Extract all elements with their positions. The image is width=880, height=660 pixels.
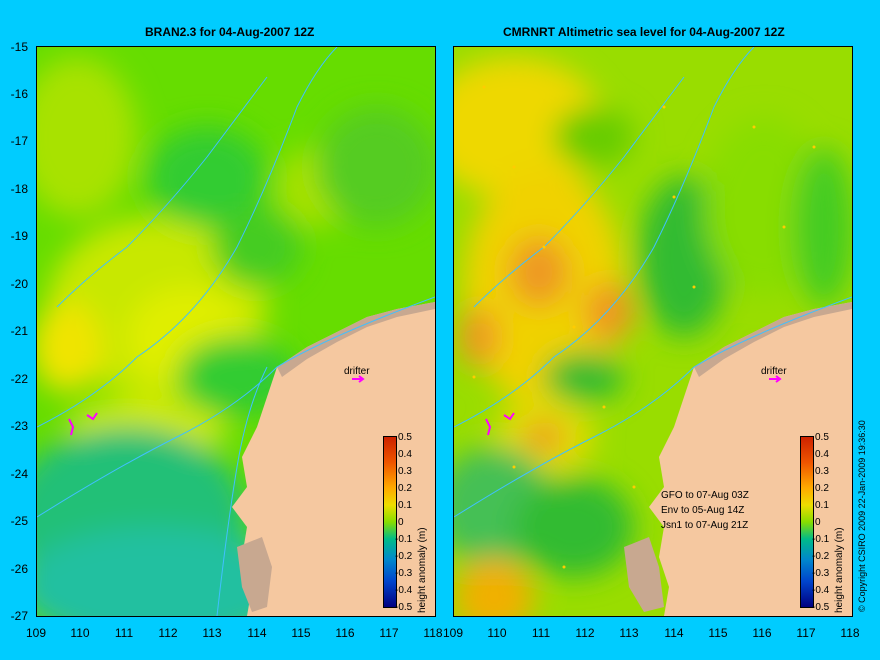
y-tick: -27 (10, 609, 28, 623)
colorbar-tick: -0.3 (812, 568, 830, 579)
colorbar (383, 436, 397, 608)
sea-level-map (37, 47, 435, 616)
x-tick: 116 (335, 626, 355, 640)
x-tick: 115 (291, 626, 311, 640)
y-tick: -22 (10, 372, 28, 386)
colorbar-tick: 0.2 (815, 483, 829, 494)
panel-left-title: BRAN2.3 for 04-Aug-2007 12Z (145, 25, 315, 39)
copyright-text: © Copyright CSIRO 2009 22-Jan-2009 19:36… (857, 420, 867, 612)
y-tick: -17 (10, 134, 28, 148)
x-tick: 117 (379, 626, 399, 640)
y-tick: -20 (10, 277, 28, 291)
map-panel-cmrnrt: drifter GFO to 07-Aug 03Z Env to 05-Aug … (453, 46, 853, 617)
drifter-label: drifter (344, 366, 370, 377)
map-panel-bran: drifter 0.5 0.4 0.3 0.2 0.1 0 -0.1 -0.2 … (36, 46, 436, 617)
y-tick: -18 (10, 182, 28, 196)
y-tick: -16 (10, 87, 28, 101)
x-tick: 112 (158, 626, 178, 640)
colorbar-tick: -0.3 (395, 568, 413, 579)
x-tick: 117 (796, 626, 816, 640)
colorbar (800, 436, 814, 608)
colorbar-tick: 0.5 (398, 432, 412, 443)
colorbar-tick: 0 (398, 517, 404, 528)
y-tick: -26 (10, 562, 28, 576)
x-tick: 114 (247, 626, 267, 640)
x-tick: 112 (575, 626, 595, 640)
colorbar-tick: -0.5 (395, 602, 413, 613)
colorbar-label: height anomaly (m) (417, 527, 428, 613)
x-tick: 114 (664, 626, 684, 640)
colorbar-tick: 0.3 (398, 466, 412, 477)
altimetry-map (454, 47, 852, 616)
x-tick: 109 (442, 626, 464, 640)
x-tick: 111 (531, 626, 551, 640)
colorbar-tick: -0.4 (395, 585, 413, 596)
x-tick: 113 (202, 626, 222, 640)
drifter-label: drifter (761, 366, 787, 377)
x-tick: 110 (70, 626, 90, 640)
x-tick: 116 (752, 626, 772, 640)
y-tick: -21 (10, 324, 28, 338)
y-tick: -15 (10, 40, 28, 54)
x-tick: 113 (619, 626, 639, 640)
x-tick: 111 (114, 626, 134, 640)
colorbar-tick: 0.1 (398, 500, 412, 511)
x-tick: 118 (840, 626, 860, 640)
colorbar-tick: -0.5 (812, 602, 830, 613)
colorbar-tick: -0.4 (812, 585, 830, 596)
colorbar-tick: 0.1 (815, 500, 829, 511)
x-tick: 115 (708, 626, 728, 640)
colorbar-tick: 0.4 (815, 449, 829, 460)
y-tick: -19 (10, 229, 28, 243)
colorbar-tick: -0.2 (812, 551, 830, 562)
colorbar-tick: 0 (815, 517, 821, 528)
colorbar-label: height anomaly (m) (834, 527, 845, 613)
drifter-track (485, 418, 492, 436)
colorbar-tick: 0.4 (398, 449, 412, 460)
x-tick: 118 (423, 626, 443, 640)
y-tick: -25 (10, 514, 28, 528)
x-tick: 109 (25, 626, 47, 640)
satellite-legend-gfo: GFO to 07-Aug 03Z (661, 490, 749, 501)
panel-right-title: CMRNRT Altimetric sea level for 04-Aug-2… (503, 25, 785, 39)
colorbar-tick: -0.2 (395, 551, 413, 562)
y-tick: -24 (10, 467, 28, 481)
y-tick: -23 (10, 419, 28, 433)
colorbar-tick: -0.1 (812, 534, 830, 545)
drifter-track (68, 418, 75, 436)
colorbar-tick: 0.5 (815, 432, 829, 443)
satellite-legend-env: Env to 05-Aug 14Z (661, 505, 745, 516)
colorbar-tick: 0.3 (815, 466, 829, 477)
satellite-legend-jsn1: Jsn1 to 07-Aug 21Z (661, 520, 749, 531)
x-tick: 110 (487, 626, 507, 640)
colorbar-tick: 0.2 (398, 483, 412, 494)
colorbar-tick: -0.1 (395, 534, 413, 545)
